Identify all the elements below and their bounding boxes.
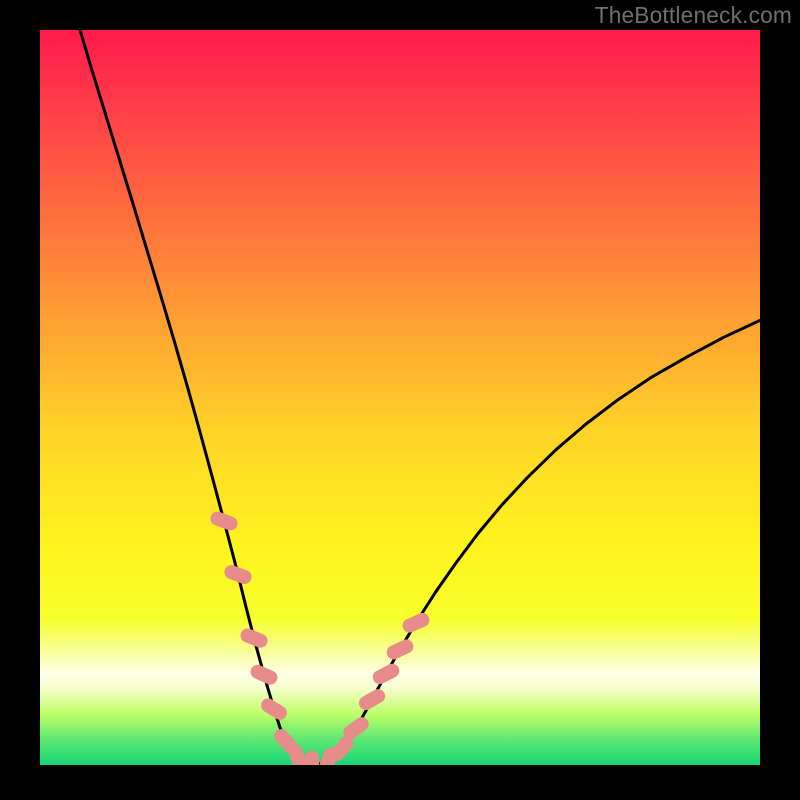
plot-svg xyxy=(40,30,760,765)
stage: TheBottleneck.com xyxy=(0,0,800,800)
curve-marker xyxy=(305,751,319,765)
plot-region xyxy=(40,30,760,765)
watermark-text: TheBottleneck.com xyxy=(595,2,792,29)
